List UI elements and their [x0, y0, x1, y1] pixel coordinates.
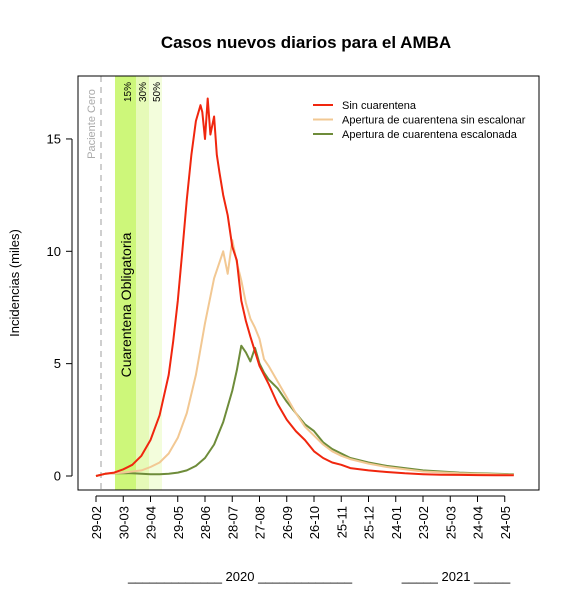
y-tick-label: 0: [54, 469, 61, 484]
x-tick-label: 30-03: [116, 506, 131, 539]
x-tick-label: 29-05: [171, 506, 186, 539]
year-label-2021: _____ 2021 _____: [401, 569, 511, 584]
quarantine-phases: Paciente Cero Cuarentena Obligatoria 15% 30…: [86, 76, 163, 490]
year-label-2020: _____________ 2020 _____________: [127, 569, 353, 584]
y-tick-label: 15: [47, 131, 61, 146]
phase-band-3: [149, 76, 162, 490]
plot-frame: [77, 75, 540, 491]
legend: Sin cuarentena Apertura de cuarentena sin…: [313, 100, 526, 141]
phase-label-2: 30%: [138, 82, 149, 102]
cuarentena-label: Cuarentena Obligatoria: [118, 232, 134, 377]
x-tick-label: 25-11: [334, 506, 349, 538]
phase-band-1: [115, 76, 136, 490]
x-tick-label: 29-02: [89, 506, 104, 539]
y-tick-label: 5: [54, 356, 61, 371]
x-tick-label: 28-06: [198, 506, 213, 539]
paciente-cero-label: Paciente Cero: [86, 89, 98, 159]
series-lines: [95, 97, 514, 477]
phase-label-3: 50%: [152, 82, 163, 102]
phase-label-1: 15%: [123, 82, 134, 102]
y-axis-label: Incidencias (miles): [7, 229, 22, 337]
x-tick-label: 27-08: [253, 506, 268, 539]
x-tick-label: 25-03: [443, 506, 458, 539]
legend-label: Sin cuarentena: [342, 100, 417, 112]
x-tick-label: 26-09: [280, 506, 295, 539]
x-tick-label: 23-02: [416, 506, 431, 539]
y-tick-label: 10: [47, 244, 61, 259]
chart-title: Casos nuevos diarios para el AMBA: [161, 33, 451, 52]
phase-band-2: [136, 76, 149, 490]
series-line-2: [95, 239, 514, 477]
x-tick-label: 29-04: [144, 506, 159, 539]
legend-label: Apertura de cuarentena escalonada: [342, 129, 518, 141]
x-tick-label: 25-12: [362, 506, 377, 539]
x-tick-label: 26-10: [307, 506, 322, 539]
x-tick-label: 24-05: [498, 506, 513, 539]
series-line-1: [95, 97, 514, 477]
x-tick-label: 24-01: [389, 506, 404, 539]
x-axis: 29-02 30-03 29-04 29-05 28-06 28-07 27-08 26-09…: [89, 495, 513, 539]
y-axis: 0 5 10 15: [47, 131, 73, 484]
x-tick-label: 24-04: [471, 506, 486, 539]
legend-label: Apertura de cuarentena sin escalonar: [342, 115, 526, 127]
x-tick-label: 28-07: [225, 506, 240, 539]
